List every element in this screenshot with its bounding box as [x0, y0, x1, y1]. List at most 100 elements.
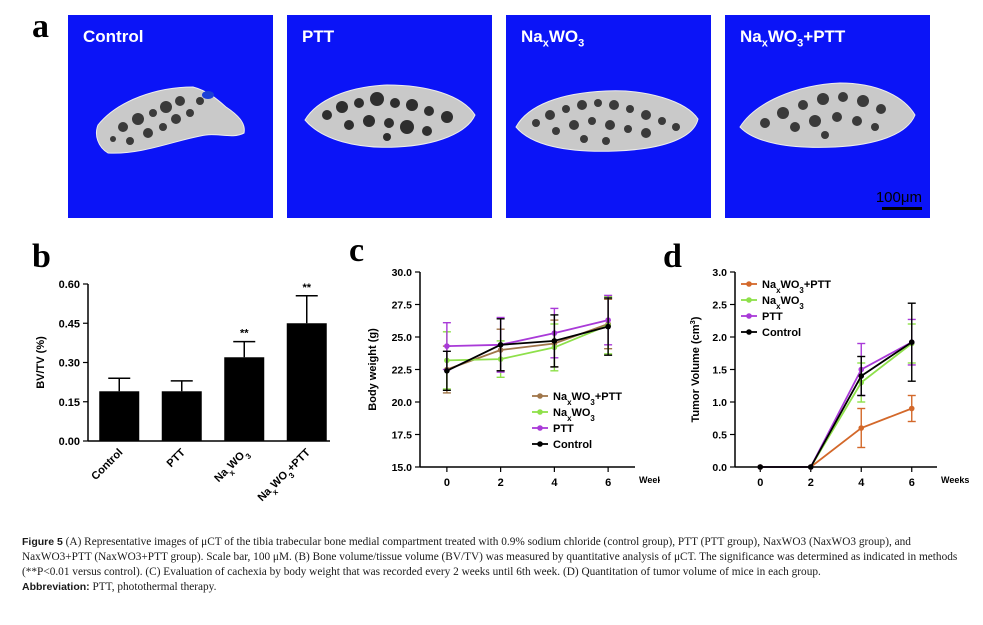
x-tick-label: 6 — [605, 477, 611, 489]
x-tick-label: Control — [89, 447, 125, 483]
y-tick-label: 27.5 — [392, 300, 413, 312]
panel-label-a: a — [32, 8, 49, 45]
y-tick-label: 0.00 — [59, 436, 80, 448]
bar — [224, 357, 265, 441]
caption-figure-label: Figure 5 — [22, 536, 63, 548]
microct-image-naxwo3: NaxWO3 — [506, 15, 711, 218]
legend-label: NaxWO3+PTT — [553, 391, 622, 407]
y-tick-label: 0.60 — [59, 279, 80, 291]
chart-bv-tv: 0.00 0.15 0.30 0.45 0.60 BV/TV (%) Control PTT *… — [35, 279, 330, 506]
y-tick-label: 17.5 — [392, 430, 413, 442]
y-axis-label: BV/TV (%) — [35, 336, 47, 389]
y-tick-label: 2.0 — [712, 332, 727, 344]
series-line — [446, 325, 609, 372]
caption-abbreviation-label: Abbreviation: — [22, 581, 90, 593]
data-point — [497, 342, 504, 348]
legend-label: PTT — [762, 311, 783, 323]
microct-image-naxwo3-ptt: NaxWO3+PTT 100μm — [725, 15, 930, 218]
x-tick-label: 2 — [498, 477, 504, 489]
legend-marker — [537, 425, 543, 431]
x-tick-label: 2 — [808, 477, 814, 489]
legend-label: NaxWO3 — [762, 295, 804, 311]
x-tick-label: 4 — [858, 477, 865, 489]
y-tick-label: 15.0 — [392, 462, 413, 474]
series-line — [446, 319, 609, 347]
y-tick-label: 1.5 — [712, 365, 727, 377]
series-line — [446, 324, 609, 362]
x-tick-label: 0 — [444, 477, 450, 489]
scale-bar — [882, 207, 922, 210]
microct-image-ptt: PTT — [287, 15, 492, 218]
microct-label-ptt: PTT — [302, 27, 335, 46]
caption-abbreviation-text: PTT, photothermal therapy. — [89, 581, 217, 593]
y-tick-label: 25.0 — [392, 332, 413, 344]
bone-section-image — [304, 84, 476, 148]
bone-section-image — [739, 82, 916, 148]
data-point — [605, 323, 611, 330]
series-line — [446, 323, 609, 371]
y-tick-label: 30.0 — [392, 267, 413, 279]
microct-label-naxwo3: NaxWO3 — [521, 27, 585, 50]
x-tick-label: 6 — [909, 477, 915, 489]
scale-bar-label: 100μm — [875, 189, 922, 206]
x-axis-label: Weeks — [941, 475, 969, 485]
bone-section-image — [95, 86, 245, 154]
legend-marker — [537, 441, 543, 447]
bone-section-image — [515, 90, 699, 152]
chart-body-weight: 15.0 17.5 20.0 22.5 25.0 27.5 30.0 0 2 4 6 Weeks Bod… — [367, 267, 660, 489]
legend-marker — [746, 329, 752, 335]
y-tick-label: 2.5 — [712, 300, 727, 312]
legend-marker — [746, 297, 752, 303]
x-tick-label: NaxWO3+PTT — [256, 446, 316, 506]
microct-label-naxwo3-ptt: NaxWO3+PTT — [740, 27, 846, 50]
y-tick-label: 0.0 — [712, 462, 727, 474]
legend-marker — [537, 393, 543, 399]
y-tick-label: 1.0 — [712, 397, 727, 409]
x-tick-label: PTT — [165, 446, 188, 469]
legend-label: Control — [762, 327, 801, 339]
legend-label: PTT — [553, 423, 574, 435]
y-axis-label: Tumor Volume (cm3) — [688, 316, 703, 422]
y-axis-label: Body weight (g) — [367, 328, 379, 411]
y-tick-label: 3.0 — [712, 267, 727, 279]
legend-label: Control — [553, 439, 592, 451]
panel-label-c: c — [349, 232, 365, 269]
significance-label: ** — [240, 328, 249, 340]
data-point — [551, 338, 558, 344]
y-tick-label: 0.30 — [59, 358, 80, 370]
caption-body: (A) Representative images of μCT of the … — [22, 536, 958, 578]
microct-label-control: Control — [83, 27, 144, 46]
data-point — [444, 368, 450, 374]
data-point — [908, 405, 915, 412]
y-tick-label: 22.5 — [392, 365, 413, 377]
panel-label-d: d — [663, 238, 682, 275]
series-line — [760, 341, 913, 468]
y-tick-label: 0.15 — [59, 397, 80, 409]
data-point — [757, 464, 764, 470]
legend-marker — [537, 409, 543, 415]
microct-image-control: Control — [68, 15, 273, 218]
y-tick-label: 0.45 — [59, 318, 80, 330]
data-point — [807, 464, 814, 470]
x-axis-label: Weeks — [639, 475, 660, 485]
bar — [99, 391, 140, 441]
y-tick-label: 0.5 — [712, 430, 727, 442]
chart-tumor-volume: 0.0 0.5 1.0 1.5 2.0 2.5 3.0 0 2 4 6 Weeks Tumor Volu… — [688, 267, 970, 489]
data-point — [908, 339, 915, 345]
panel-label-b: b — [32, 238, 51, 275]
legend-marker — [746, 313, 752, 319]
bar — [286, 323, 327, 441]
figure-caption: Figure 5 (A) Representative images of μC… — [22, 535, 967, 595]
x-tick-label: NaxWO3 — [212, 446, 253, 487]
data-point — [858, 425, 865, 431]
bar — [161, 391, 202, 441]
x-tick-label: 4 — [551, 477, 558, 489]
data-point — [444, 343, 450, 349]
legend-label: NaxWO3 — [553, 407, 595, 423]
x-tick-label: 0 — [757, 477, 763, 489]
legend-label: NaxWO3+PTT — [762, 279, 831, 295]
legend-marker — [746, 281, 752, 287]
significance-label: ** — [302, 282, 311, 294]
data-point — [858, 373, 865, 379]
y-tick-label: 20.0 — [392, 397, 413, 409]
